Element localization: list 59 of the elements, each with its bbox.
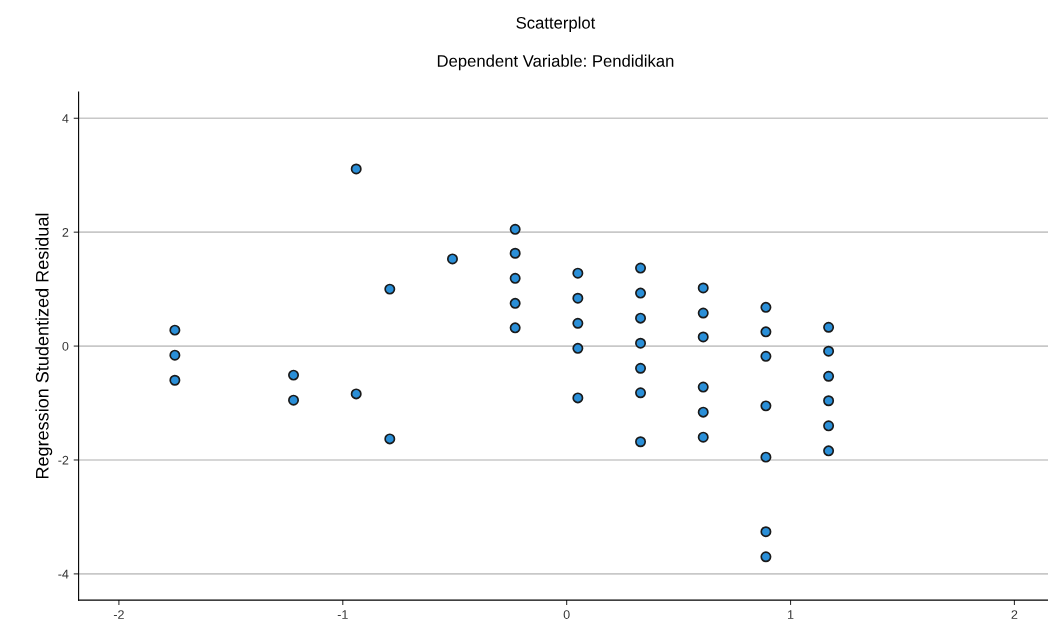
chart-subtitle: Dependent Variable: Pendidikan bbox=[437, 54, 674, 71]
point bbox=[697, 406, 709, 418]
point bbox=[697, 307, 709, 319]
x-tick-label: 2 bbox=[1011, 610, 1018, 619]
point bbox=[823, 395, 835, 407]
y-tick-label: 0 bbox=[62, 341, 69, 351]
point bbox=[384, 283, 396, 295]
point bbox=[823, 370, 835, 382]
point bbox=[509, 223, 521, 235]
point bbox=[635, 262, 647, 274]
x-tick-label: 0 bbox=[563, 610, 570, 619]
point bbox=[572, 342, 584, 354]
point bbox=[823, 345, 835, 357]
point bbox=[635, 287, 647, 299]
y-tick-label: -2 bbox=[58, 455, 69, 465]
point bbox=[350, 163, 362, 175]
point bbox=[760, 400, 772, 412]
point bbox=[760, 301, 772, 313]
point bbox=[288, 369, 300, 381]
point bbox=[697, 282, 709, 294]
point bbox=[697, 331, 709, 343]
point bbox=[169, 324, 181, 336]
point bbox=[823, 321, 835, 333]
point bbox=[572, 317, 584, 329]
point bbox=[760, 350, 772, 362]
point bbox=[697, 381, 709, 393]
point bbox=[697, 431, 709, 443]
point bbox=[635, 362, 647, 374]
point bbox=[446, 253, 458, 265]
point bbox=[760, 526, 772, 538]
point bbox=[350, 388, 362, 400]
point bbox=[823, 445, 835, 457]
point bbox=[635, 312, 647, 324]
y-tick-label: 4 bbox=[62, 114, 69, 123]
point bbox=[288, 394, 300, 406]
point bbox=[635, 436, 647, 448]
point bbox=[635, 387, 647, 399]
point bbox=[760, 326, 772, 338]
point bbox=[509, 322, 521, 334]
point bbox=[760, 451, 772, 463]
chart-title: Scatterplot bbox=[516, 16, 596, 33]
x-tick-label: -2 bbox=[113, 610, 124, 619]
x-tick-label: 1 bbox=[788, 610, 794, 619]
point bbox=[572, 292, 584, 304]
point bbox=[509, 247, 521, 259]
point bbox=[384, 433, 396, 445]
point bbox=[509, 272, 521, 284]
y-tick-label: 2 bbox=[62, 227, 69, 237]
point bbox=[572, 392, 584, 404]
y-tick-label: -4 bbox=[58, 569, 69, 579]
point bbox=[760, 551, 772, 563]
point bbox=[169, 349, 181, 361]
point bbox=[823, 420, 835, 432]
x-tick-label: -1 bbox=[337, 610, 348, 619]
point bbox=[169, 374, 181, 386]
y-axis-title: Regression Studentized Residual bbox=[35, 213, 53, 479]
point bbox=[572, 267, 584, 279]
point bbox=[509, 297, 521, 309]
point bbox=[635, 337, 647, 349]
